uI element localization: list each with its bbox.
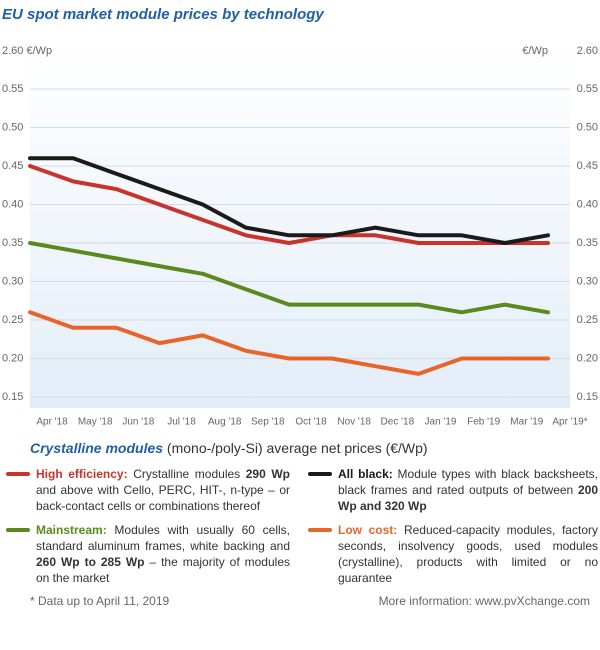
chart: EU spot market module prices by technolo… xyxy=(2,6,598,428)
series-line xyxy=(28,164,550,245)
legend-swatch xyxy=(6,528,30,532)
description-part: 260 Wp to 285 Wp xyxy=(36,555,145,569)
y2-tick-label: 0.15 xyxy=(577,391,598,403)
description-part: Reduced-capacity modules, factory second… xyxy=(338,523,598,585)
legend-subtitle: (mono-/poly-Si) average net prices (€/Wp… xyxy=(163,440,428,456)
legend-entry: Low cost: Reduced-capacity modules, fact… xyxy=(308,522,598,586)
series-line xyxy=(28,241,550,315)
y2-tick-label: 0.45 xyxy=(577,160,598,172)
legend-name: High efficiency: xyxy=(36,467,128,481)
description-part: – the majority of modules on the market xyxy=(36,555,290,585)
x-tick-label: Jan '19 xyxy=(425,417,457,428)
y2-tick-label: 0.25 xyxy=(577,314,598,326)
x-tick-label: Sep '18 xyxy=(251,417,285,428)
y2-tick-label: 0.35 xyxy=(577,237,598,249)
series-line xyxy=(28,156,550,245)
x-tick-label: Dec '18 xyxy=(381,417,415,428)
x-tick-label: Jul '18 xyxy=(167,417,196,428)
y-tick-label: 0.35 xyxy=(2,237,23,249)
y2-tick-label: 0.40 xyxy=(577,198,598,210)
legend-entry: High efficiency: Crystalline modules 290… xyxy=(6,466,290,514)
y-tick-label: 0.50 xyxy=(2,121,23,133)
legend-swatch xyxy=(6,472,30,476)
y-tick-label: 0.40 xyxy=(2,198,23,210)
x-tick-label: Feb '19 xyxy=(467,417,500,428)
x-tick-label: Apr '19* xyxy=(552,417,587,428)
description-part: Crystalline modules xyxy=(133,467,246,481)
y2-tick-label: 0.50 xyxy=(577,121,598,133)
y-tick-label: 0.55 xyxy=(2,83,23,95)
legend-entry: All black: Module types with black backs… xyxy=(308,466,598,514)
y-tick-label: 0.20 xyxy=(2,352,23,364)
y2-unit: €/Wp xyxy=(522,45,548,57)
x-tick-label: Mar '19 xyxy=(510,417,543,428)
description-part: and above with Cello, PERC, HIT-, n-type… xyxy=(36,483,290,513)
legend-name: All black: xyxy=(338,467,393,481)
legend-swatch xyxy=(308,472,332,476)
legend-title: Crystalline modules xyxy=(30,440,164,456)
legend-heading: Crystalline modules (mono-/poly-Si) aver… xyxy=(30,440,600,456)
y-tick-label: 0.45 xyxy=(2,160,23,172)
description-part: Module types with black backsheets, blac… xyxy=(338,467,598,497)
x-tick-label: May '18 xyxy=(78,417,113,428)
legend-swatch xyxy=(308,528,332,532)
y2-tick-label: 0.20 xyxy=(577,352,598,364)
x-tick-label: Oct '18 xyxy=(295,417,327,428)
legend-description: High efficiency: Crystalline modules 290… xyxy=(36,466,290,514)
y-top-label: 2.60 €/Wp xyxy=(2,45,52,57)
y-tick-label: 0.30 xyxy=(2,275,23,287)
y-tick-label: 0.25 xyxy=(2,314,23,326)
x-tick-label: Jun '18 xyxy=(122,417,154,428)
y2-top-label: 2.60 xyxy=(577,45,598,57)
y2-tick-label: 0.55 xyxy=(577,83,598,95)
footer: * Data up to April 11, 2019 More informa… xyxy=(30,594,590,608)
source: More information: www.pvXchange.com xyxy=(378,594,590,608)
legend-description: Mainstream: Modules with usually 60 cell… xyxy=(36,522,290,586)
x-tick-label: Aug '18 xyxy=(208,417,242,428)
series-line xyxy=(28,310,550,376)
footnote: * Data up to April 11, 2019 xyxy=(30,594,170,608)
legend-entry: Mainstream: Modules with usually 60 cell… xyxy=(6,522,290,586)
description-part: 200 Wp and 320 Wp xyxy=(338,483,598,513)
legend-grid: High efficiency: Crystalline modules 290… xyxy=(0,466,600,586)
x-tick-label: Nov '18 xyxy=(337,417,371,428)
chart-title: EU spot market module prices by technolo… xyxy=(2,6,324,23)
y-tick-label: 0.15 xyxy=(2,391,23,403)
x-tick-label: Apr '18 xyxy=(36,417,68,428)
legend-name: Low cost: xyxy=(338,523,398,537)
legend-description: All black: Module types with black backs… xyxy=(338,466,598,514)
y2-tick-label: 0.30 xyxy=(577,275,598,287)
legend-name: Mainstream: xyxy=(36,523,107,537)
legend: Crystalline modules (mono-/poly-Si) aver… xyxy=(0,440,600,608)
legend-description: Low cost: Reduced-capacity modules, fact… xyxy=(338,522,598,586)
description-part: Modules with usually 60 cells, standard … xyxy=(36,523,290,553)
description-part: 290 Wp xyxy=(245,467,291,481)
plot-area xyxy=(30,40,570,408)
